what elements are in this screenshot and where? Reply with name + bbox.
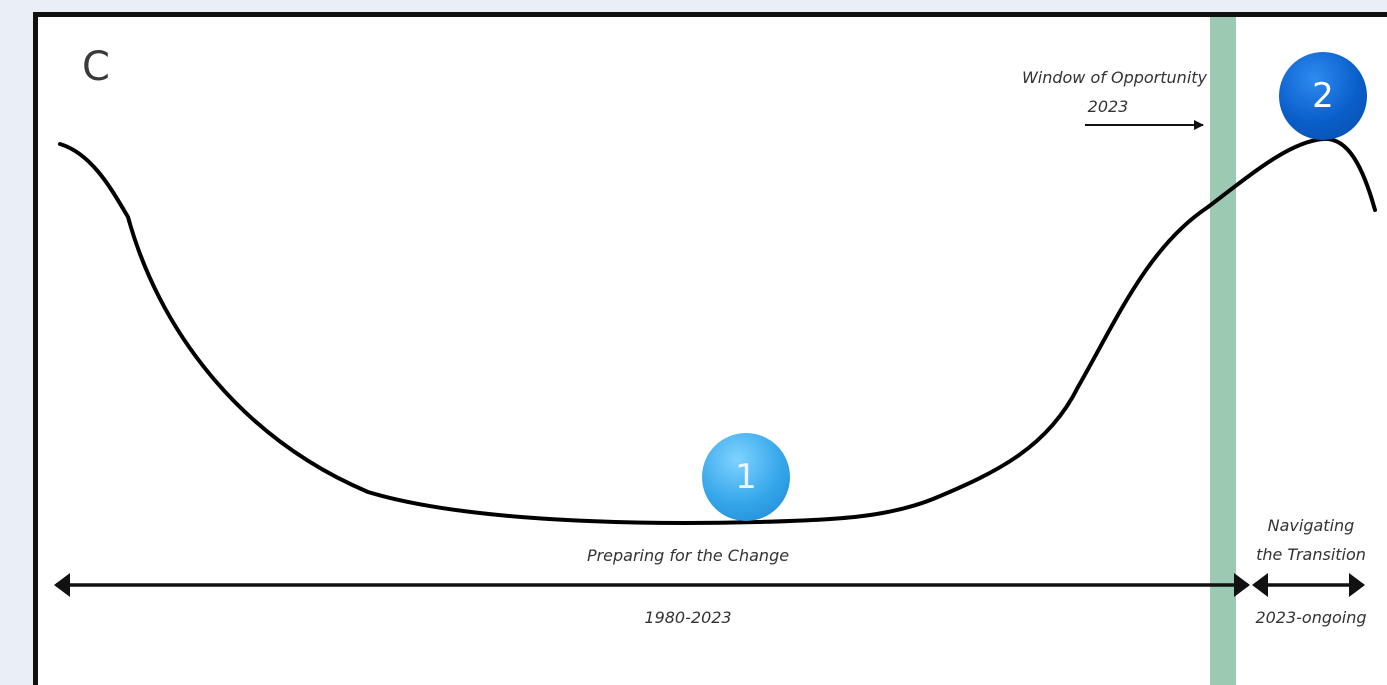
phase-preparing-period: 1980-2023 — [644, 608, 732, 627]
diagram-panel: C Window of Opportunity 2023 1 2 Prepari… — [33, 12, 1387, 685]
window-label-line1: Window of Opportunity — [1021, 68, 1207, 87]
panel-letter: C — [82, 44, 110, 90]
window-of-opportunity-band — [1210, 17, 1236, 685]
diagram-graphics — [54, 17, 1377, 685]
timeline-arrow-transition — [1252, 573, 1365, 597]
phase-transition-label-line1: Navigating — [1267, 516, 1355, 535]
marker-2: 2 — [1279, 52, 1367, 140]
phase-preparing-label: Preparing for the Change — [586, 546, 790, 565]
window-label-line2: 2023 — [1087, 97, 1129, 116]
timeline-arrow-preparing — [54, 573, 1250, 597]
phase-transition-label-line2: the Transition — [1256, 545, 1366, 564]
marker-1: 1 — [702, 433, 790, 521]
landscape-curve — [58, 136, 1377, 525]
phase-transition-period: 2023-ongoing — [1255, 608, 1367, 627]
